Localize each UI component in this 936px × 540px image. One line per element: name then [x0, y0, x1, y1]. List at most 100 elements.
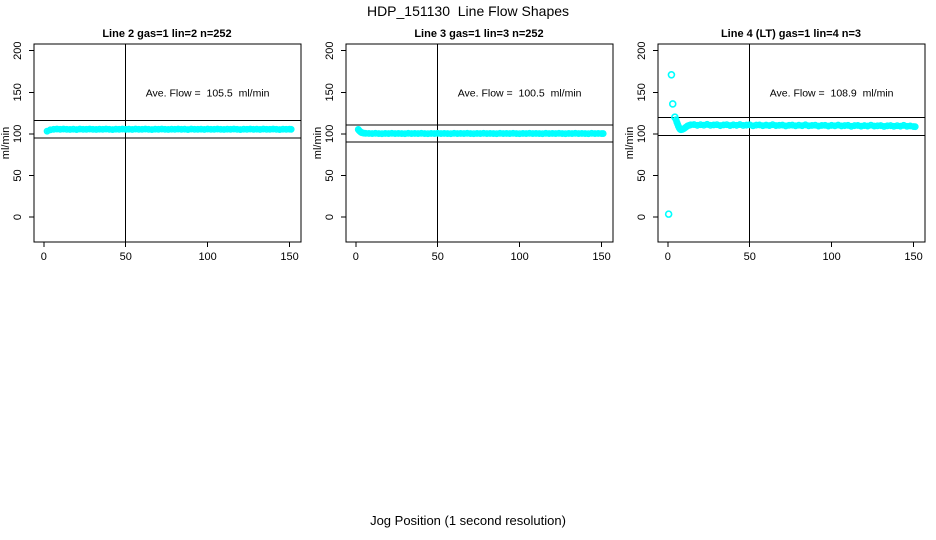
data-point [801, 121, 809, 129]
data-point [272, 125, 280, 133]
data-point [164, 125, 172, 133]
data-point [236, 126, 244, 133]
data-point [53, 125, 61, 133]
data-point [279, 125, 287, 133]
data-point [867, 121, 875, 129]
data-point [860, 122, 868, 129]
data-point [391, 130, 399, 138]
data-point [526, 129, 533, 137]
data-point [43, 127, 51, 135]
data-point [877, 122, 885, 129]
data-point [210, 125, 218, 133]
data-point [473, 129, 481, 137]
data-point [148, 126, 156, 133]
data-point [815, 122, 822, 130]
data-point [427, 129, 435, 137]
data-point [710, 121, 718, 129]
x-axis-tick-label: 100 [822, 251, 840, 263]
data-point [109, 126, 117, 133]
data-point [903, 122, 911, 130]
x-axis-tick-label: 0 [353, 251, 359, 263]
y-axis-tick-label: 50 [12, 169, 24, 181]
data-point [690, 121, 698, 128]
data-point [372, 129, 379, 137]
data-point [256, 125, 264, 133]
x-axis-tick-label: 50 [744, 251, 756, 263]
data-point [890, 122, 898, 130]
panel-title: Line 3 gas=1 lin=3 n=252 [414, 28, 543, 40]
data-point [818, 121, 826, 129]
y-axis-tick-label: 150 [324, 83, 336, 101]
x-axis-tick-label: 100 [510, 251, 528, 263]
data-point [499, 130, 507, 137]
data-point [414, 130, 422, 138]
data-point [138, 125, 146, 133]
data-point [697, 121, 705, 129]
data-point [76, 125, 84, 133]
data-point [63, 125, 71, 133]
data-point [171, 125, 179, 133]
data-point [421, 130, 429, 137]
data-point [437, 130, 445, 138]
data-point [240, 125, 248, 133]
data-point [857, 122, 865, 130]
data-point [759, 122, 767, 130]
data-point [86, 125, 94, 133]
data-point [217, 125, 225, 133]
data-point [769, 121, 777, 129]
data-point [253, 125, 261, 133]
y-axis-tick-label: 150 [636, 83, 648, 101]
ave-flow-annotation: Ave. Flow = 105.5 ml/min [146, 87, 270, 99]
data-point [548, 129, 556, 137]
data-point [795, 121, 803, 129]
data-point [434, 129, 442, 137]
data-point [220, 125, 228, 133]
panels-row: 0 50 100 150 0 50 100 150 200 ml/min Line 2 gas=1 … [0, 28, 926, 263]
data-band [674, 117, 918, 132]
data-point [214, 125, 221, 133]
data-point [230, 125, 238, 133]
data-point [756, 121, 764, 129]
data-point [151, 125, 159, 133]
data-point [141, 125, 149, 133]
data-point [743, 121, 750, 129]
y-axis-label: ml/min [0, 127, 12, 159]
data-point [388, 129, 396, 137]
data-point [105, 125, 113, 133]
y-axis-tick-label: 150 [12, 83, 24, 101]
data-point [447, 130, 455, 138]
data-point [73, 126, 81, 133]
data-band [45, 127, 294, 134]
data-point [191, 125, 198, 133]
data-point [854, 121, 862, 129]
data-point [716, 122, 724, 130]
y-axis-tick-label: 100 [636, 125, 648, 143]
data-point [204, 125, 212, 133]
y-axis-label: ml/min [312, 127, 324, 159]
data-point [847, 122, 855, 130]
data-point [575, 130, 583, 138]
data-point [450, 129, 458, 137]
data-point [552, 130, 560, 138]
data-point [50, 125, 58, 133]
data-point [398, 130, 406, 137]
data-point [259, 125, 267, 133]
data-point [841, 122, 849, 130]
y-axis-tick-label: 100 [324, 125, 336, 143]
y-axis-tick-label: 50 [636, 169, 648, 181]
data-point [489, 130, 497, 137]
panel-line3-chart: 0 50 100 150 0 50 100 150 200 ml/min Line 3 gas=1 … [312, 28, 614, 263]
data-point [565, 129, 573, 137]
data-point [785, 121, 793, 129]
data-point [394, 129, 402, 137]
data-point [263, 125, 271, 133]
data-point [381, 129, 389, 137]
data-point [463, 129, 471, 137]
data-point [706, 121, 714, 129]
panel-title: Line 4 (LT) gas=1 lin=4 n=3 [721, 28, 861, 40]
data-point [112, 125, 120, 133]
data-point [375, 130, 383, 137]
data-point [887, 122, 895, 130]
data-point [752, 121, 760, 129]
